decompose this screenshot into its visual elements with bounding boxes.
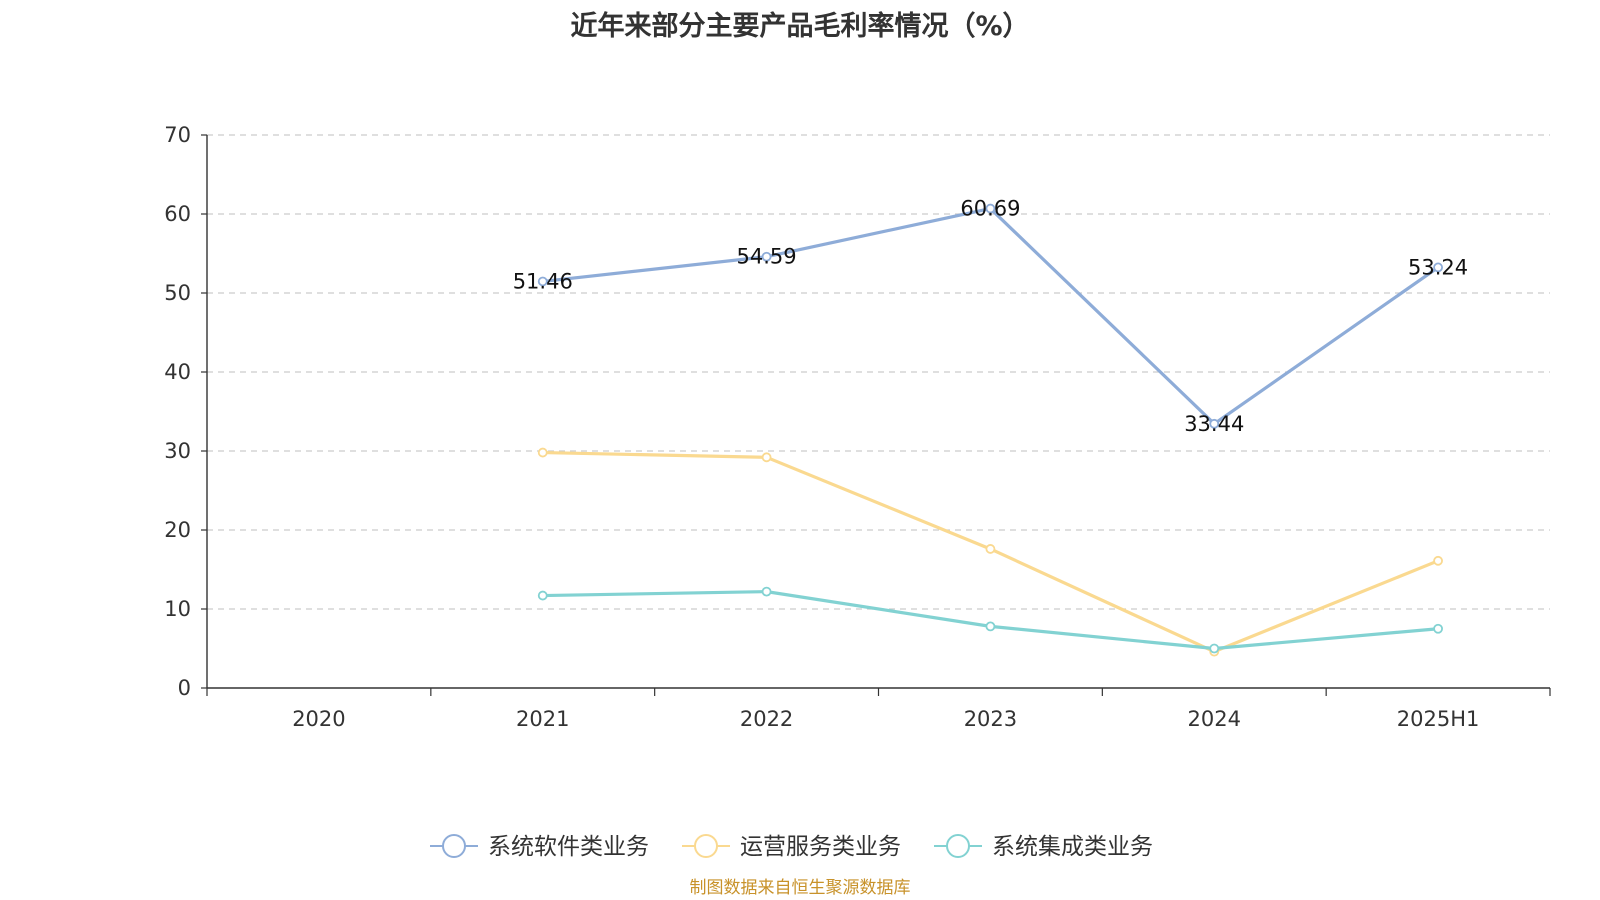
legend-item: 系统集成类业务 [934, 834, 1153, 860]
data-label: 53.24 [1408, 255, 1468, 279]
legend-item: 系统软件类业务 [430, 834, 649, 860]
data-label: 54.59 [737, 245, 797, 269]
data-point [1433, 555, 1443, 566]
legend-item: 运营服务类业务 [682, 834, 901, 860]
y-tick-label: 10 [164, 597, 191, 621]
x-tick-label: 2021 [516, 707, 569, 731]
data-point [761, 586, 772, 597]
legend-marker [946, 834, 970, 858]
legend-marker [442, 834, 466, 858]
data-point [761, 251, 772, 262]
legend-label: 系统集成类业务 [992, 834, 1153, 860]
legend-label: 系统软件类业务 [488, 834, 649, 860]
y-tick-label: 40 [164, 360, 191, 384]
data-label: 51.46 [513, 269, 573, 293]
y-tick-label: 50 [164, 281, 191, 305]
y-tick-label: 60 [164, 202, 191, 226]
source-note: 制图数据来自恒生聚源数据库 [689, 878, 911, 898]
series-line [542, 206, 1439, 426]
data-point [1209, 418, 1220, 429]
axes: 0 10 20 30 40 50 60 70 2020 2021 2022 2023 2024 2025H… [164, 123, 1551, 731]
legend-label: 运营服务类业务 [740, 834, 901, 860]
x-tick-label: 2025H1 [1397, 707, 1480, 731]
data-point [537, 590, 548, 601]
grid-lines [207, 134, 1550, 610]
data-point [985, 544, 996, 554]
data-point [1433, 262, 1443, 273]
legend-marker [694, 834, 718, 858]
y-tick-label: 30 [164, 439, 191, 463]
x-tick-label: 2020 [292, 707, 345, 731]
data-point [985, 203, 996, 214]
x-tick-label: 2024 [1188, 707, 1241, 731]
data-label: 60.69 [960, 197, 1020, 221]
data-point [1433, 623, 1443, 634]
data-point [985, 621, 996, 632]
chart-title: 近年来部分主要产品毛利率情况（%） [570, 11, 1030, 42]
data-labels: 51.46 54.59 60.69 33.44 53.24 [513, 197, 1468, 436]
legend: 系统软件类业务 运营服务类业务 系统集成类业务 [430, 834, 1153, 860]
x-tick-label: 2023 [964, 707, 1017, 731]
data-point [537, 447, 548, 458]
data-label: 33.44 [1184, 412, 1244, 436]
x-tick-label: 2022 [740, 707, 793, 731]
y-tick-label: 70 [164, 123, 191, 147]
data-point [761, 452, 772, 463]
data-point [537, 276, 548, 287]
y-tick-label: 0 [178, 676, 191, 700]
series-lines [537, 203, 1443, 657]
y-tick-label: 20 [164, 518, 191, 542]
series-line [542, 590, 1439, 651]
data-point [1209, 643, 1220, 654]
